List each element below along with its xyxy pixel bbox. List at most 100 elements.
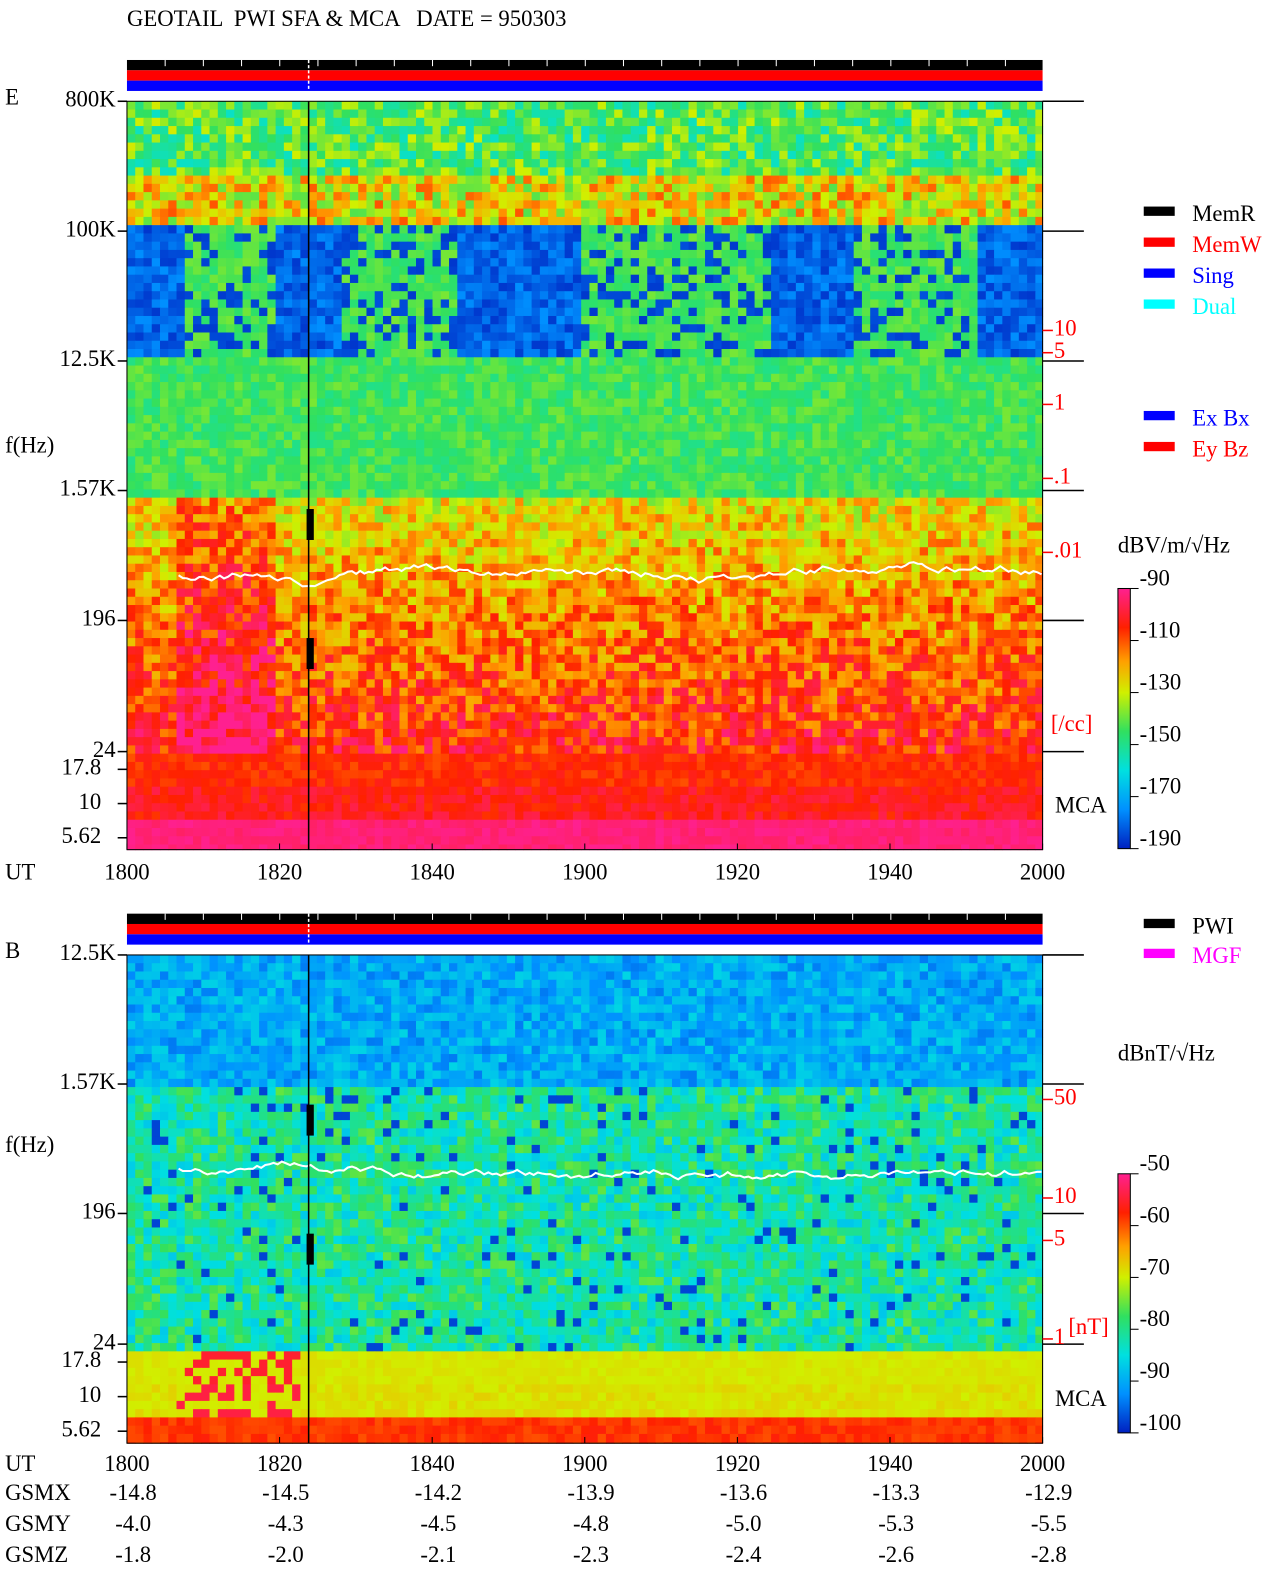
spectrogram-cell (861, 225, 871, 234)
spectrogram-cell (539, 167, 549, 177)
spectrogram-cell (911, 398, 921, 408)
spectrogram-cell (407, 365, 417, 375)
spectrogram-cell (209, 291, 219, 300)
spectrogram-cell (217, 398, 227, 408)
spectrogram-cell (845, 357, 855, 367)
spectrogram-cell (729, 299, 739, 309)
spectrogram-cell (622, 406, 632, 416)
spectrogram-cell (729, 225, 739, 234)
spectrogram-cell (713, 241, 723, 251)
spectrogram-cell (209, 101, 219, 111)
spectrogram-cell (523, 464, 533, 474)
spectrogram-cell (217, 216, 227, 226)
spectrogram-cell (432, 126, 442, 135)
spectrogram-cell (870, 464, 879, 474)
spectrogram-cell (894, 192, 904, 201)
spectrogram-cell (209, 274, 219, 284)
spectrogram-cell (655, 101, 665, 111)
spectrogram-cell (416, 282, 425, 292)
spectrogram-cell (416, 266, 425, 276)
spectrogram-cell (1002, 249, 1012, 259)
spectrogram-cell (267, 175, 277, 185)
spectrogram-cell (1010, 373, 1020, 383)
spectrogram-cell (424, 423, 434, 433)
spectrogram-cell (1018, 282, 1028, 292)
spectrogram-cell (1018, 373, 1028, 383)
spectrogram-cell (828, 233, 838, 243)
spectrogram-cell (680, 299, 690, 309)
spectrogram-cell (259, 150, 268, 160)
spectrogram-cell (952, 192, 962, 201)
spectrogram-cell (746, 291, 756, 300)
spectrogram-cell (762, 373, 772, 383)
spectrogram-cell (349, 117, 359, 127)
spectrogram-cell (217, 159, 227, 168)
spectrogram-cell (523, 249, 533, 259)
spectrogram-cell (349, 340, 359, 350)
spectrogram-cell (870, 183, 879, 193)
spectrogram-cell (193, 464, 202, 474)
spectrogram-cell (936, 431, 946, 441)
spectrogram-cell (820, 200, 830, 210)
spectrogram-cell (515, 183, 524, 193)
spectrogram-cell (126, 340, 136, 350)
spectrogram-cell (366, 216, 376, 226)
spectrogram-cell (581, 117, 590, 127)
spectrogram-cell (878, 456, 888, 466)
spectrogram-cell (894, 349, 904, 358)
spectrogram-cell (449, 307, 458, 317)
spectrogram-cell (589, 439, 599, 449)
spectrogram-cell (515, 167, 524, 177)
spectrogram-cell (1027, 167, 1036, 177)
spectrogram-cell (325, 423, 334, 433)
spectrogram-cell (795, 464, 805, 474)
spectrogram-cell (176, 406, 186, 416)
spectrogram-cell (655, 307, 665, 317)
spectrogram-cell (440, 192, 450, 201)
spectrogram-cell (416, 373, 425, 383)
spectrogram-cell (217, 225, 227, 234)
spectrogram-cell (721, 423, 731, 433)
spectrogram-cell (531, 406, 541, 416)
spectrogram-cell (878, 406, 888, 416)
spectrogram-cell (928, 101, 937, 111)
spectrogram-cell (407, 357, 417, 367)
spectrogram-cell (870, 448, 879, 457)
spectrogram-cell (267, 349, 277, 358)
spectrogram-cell (572, 324, 582, 334)
spectrogram-cell (894, 431, 904, 441)
spectrogram-cell (209, 299, 219, 309)
spectrogram-cell (779, 299, 789, 309)
spectrogram-cell (135, 349, 144, 358)
spectrogram-cell (754, 398, 764, 408)
spectrogram-cell (861, 101, 871, 111)
spectrogram-cell (680, 192, 690, 201)
spectrogram-cell (952, 357, 962, 367)
spectrogram-cell (564, 216, 574, 226)
spectrogram-cell (498, 117, 508, 127)
spectrogram-cell (663, 456, 673, 466)
spectrogram-cell (548, 349, 557, 358)
spectrogram-cell (143, 340, 153, 350)
spectrogram-cell (283, 225, 293, 234)
spectrogram-cell (911, 456, 921, 466)
spectrogram-cell (581, 241, 590, 251)
spectrogram-cell (1018, 159, 1028, 168)
spectrogram-cell (399, 365, 409, 375)
spectrogram-cell (242, 109, 252, 119)
spectrogram-cell (465, 357, 475, 367)
spectrogram-cell (680, 373, 690, 383)
spectrogram-cell (738, 126, 747, 135)
spectrogram-cell (952, 167, 962, 177)
spectrogram-cell (449, 373, 458, 383)
spectrogram-cell (407, 225, 417, 234)
spectrogram-cell (490, 126, 500, 135)
spectrogram-cell (713, 299, 723, 309)
spectrogram-cell (151, 299, 161, 309)
spectrogram-cell (358, 357, 367, 367)
spectrogram-cell (184, 456, 194, 466)
spectrogram-cell (308, 126, 318, 135)
spectrogram-cell (837, 200, 846, 210)
spectrogram-cell (234, 332, 244, 342)
spectrogram-cell (242, 406, 252, 416)
